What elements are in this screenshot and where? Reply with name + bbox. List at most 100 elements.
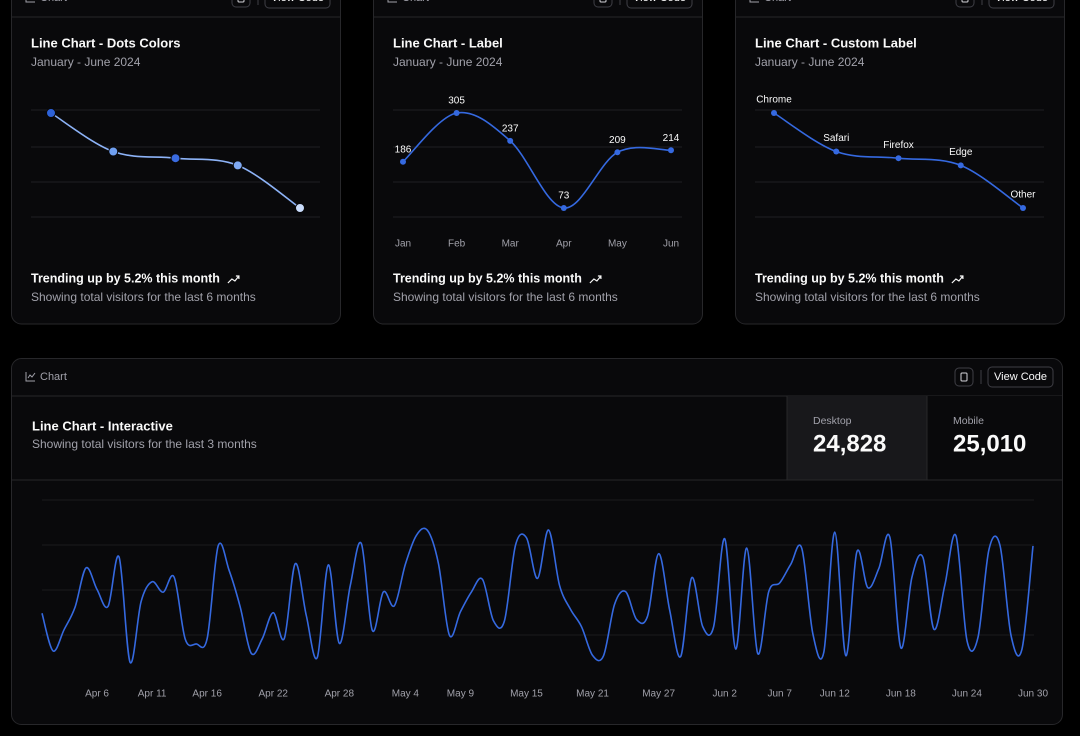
line: [41, 527, 1034, 664]
header-label: Chart: [402, 0, 429, 4]
point-label: Edge: [949, 147, 973, 158]
x-tick-label: Apr 16: [192, 689, 222, 700]
point: [1020, 205, 1026, 211]
copy-icon: [237, 0, 245, 3]
x-tick-label: May 21: [576, 689, 609, 700]
view-code-button[interactable]: [626, 0, 693, 9]
stat-label: Mobile: [953, 415, 984, 427]
point: [400, 158, 406, 165]
copy-button[interactable]: [231, 0, 251, 8]
copy-button[interactable]: [593, 0, 613, 8]
card-subtitle: January - June 2024: [31, 55, 141, 69]
footer-note: Showing total visitors for the last 6 mo…: [31, 290, 256, 304]
chart-icon: [387, 0, 397, 3]
x-tick-label: May 27: [642, 689, 675, 700]
x-tick-label: Mar: [502, 239, 520, 250]
point: [895, 155, 902, 162]
x-tick-label: Jun: [663, 239, 679, 250]
copy-button[interactable]: [954, 367, 974, 387]
point: [108, 146, 119, 157]
x-tick-label: Jan: [395, 239, 411, 250]
value-label: 214: [663, 133, 680, 144]
chart-icon: [25, 0, 35, 3]
stat-value: 25,010: [953, 430, 1026, 457]
x-tick-label: Jun 12: [820, 689, 850, 700]
x-tick-label: Apr 22: [258, 689, 288, 700]
point: [771, 110, 777, 116]
x-tick-label: Jun 18: [886, 689, 916, 700]
stat-tab[interactable]: [927, 396, 1062, 480]
point-label: Other: [1010, 190, 1036, 201]
copy-icon: [599, 0, 607, 3]
point: [46, 108, 56, 118]
x-tick-label: Jun 30: [1018, 689, 1048, 700]
chart-icon: [25, 372, 36, 382]
footer-note: Showing total visitors for the last 6 mo…: [393, 290, 618, 304]
x-tick-label: Apr 6: [85, 689, 109, 700]
view-code-label[interactable]: View Code: [994, 371, 1047, 383]
trend-text: Trending up by 5.2% this month: [31, 271, 220, 285]
card-subtitle: January - June 2024: [393, 55, 503, 69]
trend-text: Trending up by 5.2% this month: [393, 271, 582, 285]
value-label: 305: [448, 96, 465, 107]
card-title: Line Chart - Label: [393, 35, 503, 50]
view-code-button[interactable]: [264, 0, 331, 9]
value-label: 186: [395, 144, 412, 155]
point-label: Safari: [823, 133, 849, 144]
x-tick-label: Apr 28: [325, 689, 355, 700]
view-code-button[interactable]: [987, 366, 1054, 388]
x-tick-label: May 4: [392, 689, 420, 700]
point: [560, 205, 567, 211]
value-label: 73: [558, 191, 570, 202]
x-tick-label: Jun 2: [712, 689, 737, 700]
stat-tab-active[interactable]: [787, 396, 927, 480]
x-tick-label: Apr: [556, 239, 572, 250]
header-label: Chart: [40, 371, 67, 383]
card: [735, 0, 1065, 325]
point: [295, 203, 305, 213]
card-title: Line Chart - Interactive: [32, 418, 173, 433]
footer-note: Showing total visitors for the last 6 mo…: [755, 290, 980, 304]
value-label: 237: [502, 123, 519, 134]
card-subtitle: January - June 2024: [755, 55, 865, 69]
view-code-label[interactable]: View Code: [271, 0, 324, 4]
view-code-label[interactable]: View Code: [633, 0, 686, 4]
point: [833, 148, 840, 155]
point: [668, 147, 674, 154]
point: [957, 162, 964, 169]
card-subtitle: Showing total visitors for the last 3 mo…: [32, 437, 257, 451]
x-tick-label: Apr 11: [138, 689, 167, 700]
x-tick-label: Jun 7: [768, 689, 793, 700]
point: [614, 149, 621, 156]
view-code-button[interactable]: [988, 0, 1055, 9]
point: [453, 110, 460, 116]
header-label: Chart: [40, 0, 67, 4]
card: [373, 0, 703, 325]
header-label: Chart: [764, 0, 791, 4]
point-label: Firefox: [883, 140, 914, 151]
copy-icon: [960, 372, 968, 382]
card-title: Line Chart - Custom Label: [755, 35, 917, 50]
point: [232, 160, 243, 171]
stat-label: Desktop: [813, 415, 852, 427]
x-tick-label: Feb: [448, 239, 466, 250]
x-tick-label: May 9: [447, 689, 475, 700]
x-tick-label: May: [608, 239, 627, 250]
card-title: Line Chart - Dots Colors: [31, 35, 181, 50]
value-label: 209: [609, 135, 626, 146]
copy-button[interactable]: [955, 0, 975, 8]
trend-icon: [951, 275, 964, 284]
chart-icon: [749, 0, 759, 3]
copy-icon: [961, 0, 969, 3]
trend-icon: [227, 275, 240, 284]
view-code-label[interactable]: View Code: [995, 0, 1048, 4]
trend-text: Trending up by 5.2% this month: [755, 271, 944, 285]
point: [507, 137, 514, 144]
point-label: Chrome: [756, 95, 792, 106]
trend-icon: [589, 275, 602, 284]
x-tick-label: May 15: [510, 689, 543, 700]
x-tick-label: Jun 24: [952, 689, 982, 700]
stat-value: 24,828: [813, 430, 886, 457]
